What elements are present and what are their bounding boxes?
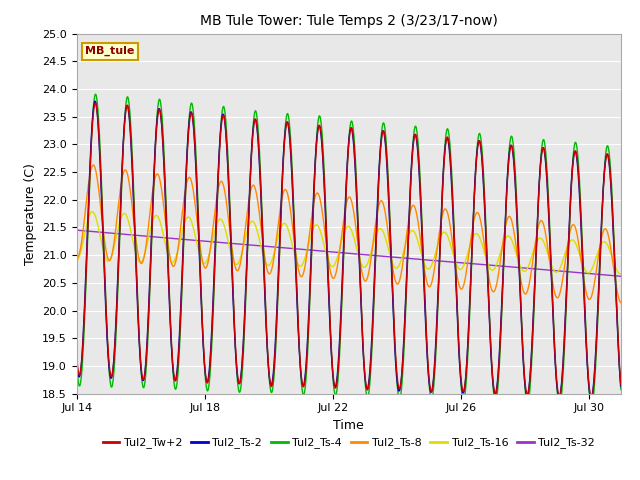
Legend: Tul2_Tw+2, Tul2_Ts-2, Tul2_Ts-4, Tul2_Ts-8, Tul2_Ts-16, Tul2_Ts-32: Tul2_Tw+2, Tul2_Ts-2, Tul2_Ts-4, Tul2_Ts… <box>98 433 600 453</box>
Text: MB_tule: MB_tule <box>85 46 134 57</box>
Title: MB Tule Tower: Tule Temps 2 (3/23/17-now): MB Tule Tower: Tule Temps 2 (3/23/17-now… <box>200 14 498 28</box>
Y-axis label: Temperature (C): Temperature (C) <box>24 163 36 264</box>
X-axis label: Time: Time <box>333 419 364 432</box>
